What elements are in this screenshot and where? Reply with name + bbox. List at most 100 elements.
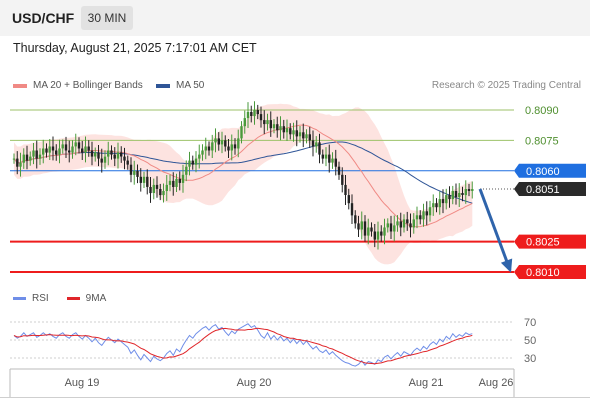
bollinger-band [14,103,473,265]
candle-body [295,130,298,137]
candle-body [61,144,64,149]
candle-body [402,219,406,228]
candle-body [126,160,129,165]
candle-body [142,176,146,183]
credit-label: Research © 2025 Trading Central [431,80,581,91]
candle-body [302,132,305,139]
candle-body [97,152,100,159]
ma20-swatch [13,83,27,88]
candle-body [243,118,246,127]
candle-body [266,120,269,125]
candle-body [386,223,389,228]
candle-body [217,138,220,145]
price-tags: 0.8090 0.8075 0.8060 0.8051 0.8025 0.8010 [514,105,586,279]
candle-body [263,120,266,125]
candle-body [341,174,344,185]
x-tick-aug-26: Aug 26 [479,377,514,389]
price-tag-text: 0.8025 [526,237,560,249]
candle-body [363,221,367,236]
candle-body [185,166,188,175]
rsi-tick-50: 50 [524,335,536,347]
candle-body [328,154,331,163]
candle-body [367,227,370,236]
candle-body [181,174,185,183]
bottom-divider [0,397,590,398]
candle-body [16,158,19,167]
candle-body [103,156,107,163]
candle-body [253,110,256,117]
candle-body [422,211,425,220]
candle-body [380,231,383,236]
candle-body [230,144,233,151]
candle-body [399,221,402,228]
candle-body [146,176,149,187]
bollinger-band-fill [14,103,473,265]
candle-body [269,120,272,129]
candle-body [357,223,360,230]
candle-body [285,128,289,133]
candle-body [324,154,328,159]
candle-body [38,154,42,159]
candle-body [22,154,25,163]
candle-body [370,227,373,232]
moving-averages [13,124,473,228]
price-tag-bg [514,181,586,196]
candle-body [48,146,51,153]
candle-body [42,148,45,155]
rsi-ma-swatch [66,297,80,300]
candle-body [64,144,68,151]
candle-body [159,189,162,196]
candle-body [373,231,376,240]
candle-body [337,166,341,175]
rsi-line [13,323,473,367]
candle-body [409,223,412,228]
candle-body [94,152,97,157]
candle-body [464,189,467,196]
chart-header: USD/CHF 30 MIN [0,0,590,36]
level-label-0.8090: 0.8090 [525,105,559,117]
candle-body [227,146,230,151]
candle-body [58,148,61,155]
candle-body [139,176,142,183]
price-tag-0.8060: 0.8060 [514,163,586,178]
candle-body [318,142,321,155]
candle-body [116,152,120,159]
x-tick-aug-20: Aug 20 [237,377,272,389]
candle-body [90,150,94,157]
ma20-line [13,124,473,228]
candle-body [272,124,276,129]
candle-body [178,178,181,183]
rsi-ma-legend-label: 9MA [85,293,107,304]
candle-body [51,146,55,151]
candle-body [331,158,334,163]
interval-button[interactable]: 30 MIN [81,6,133,30]
candle-body [35,150,38,159]
candle-body [107,150,110,157]
candle-body [435,203,438,208]
candle-body [308,134,311,141]
candle-body [152,184,155,193]
candle-body [194,158,198,165]
candle-body [168,180,172,185]
candle-body [68,150,71,153]
rsi-swatch [13,297,26,300]
candle-body [406,219,409,224]
candle-body [350,203,354,216]
candle-body [133,170,136,175]
candle-body [428,207,432,216]
candle-body [412,219,415,228]
rsi-ma-line [13,327,473,365]
chart-datetime: Thursday, August 21, 2025 7:17:01 AM CET [13,41,257,55]
rsi-legend-label: RSI [32,293,49,304]
candle-body [165,184,168,191]
ma50-swatch [156,83,170,88]
candle-body [214,138,217,143]
candle-body [467,189,471,191]
candle-body [77,142,81,149]
candle-body [162,191,165,196]
rsi-legend: RSI 9MA [13,293,124,304]
candle-body [445,195,448,204]
candle-body [448,195,451,200]
candle-body [207,146,211,151]
